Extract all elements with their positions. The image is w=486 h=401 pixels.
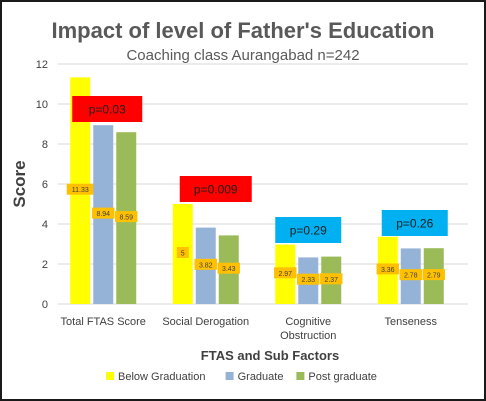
p-value-box <box>72 96 143 122</box>
legend-swatch <box>225 372 234 380</box>
legend-swatch <box>296 372 305 380</box>
p-value-label: p=0.009 <box>194 183 238 197</box>
legend-label: Post graduate <box>308 371 377 383</box>
data-label-box <box>115 211 138 223</box>
p-value-box <box>381 210 448 236</box>
data-label-box <box>297 273 320 285</box>
data-label: 3.82 <box>199 262 213 269</box>
data-label-box <box>217 262 240 274</box>
p-value-annotations: p=0.03 p=0.009 p=0.29 p=0.26 <box>72 96 448 243</box>
data-label: 2.79 <box>427 273 441 280</box>
x-tick-label: Tenseness <box>384 316 437 328</box>
y-tick-label: 4 <box>42 219 48 231</box>
y-tick-label: 12 <box>36 59 48 71</box>
data-label: 11.33 <box>72 187 89 194</box>
y-tick-label: 2 <box>42 259 48 271</box>
legend: Below Graduation Graduate Post graduate <box>106 371 377 383</box>
legend-label: Below Graduation <box>118 371 205 383</box>
data-label: 2.37 <box>324 277 338 284</box>
data-label-box <box>422 269 445 281</box>
y-tick-label: 6 <box>42 179 48 191</box>
x-axis-title: FTAS and Sub Factors <box>201 348 339 363</box>
x-tick-label: Social Derogation <box>162 316 249 328</box>
y-axis-title: Score <box>10 160 29 207</box>
y-tick-label: 8 <box>42 139 48 151</box>
data-label-box <box>376 263 399 275</box>
p-value-label: p=0.03 <box>89 103 126 117</box>
legend-swatch <box>106 372 114 380</box>
data-label: 8.94 <box>96 211 110 218</box>
x-tick-label: Total FTAS Score <box>61 316 146 328</box>
p-value-label: p=0.29 <box>290 224 327 238</box>
x-tick-label: Cognitive <box>285 316 331 328</box>
p-value-label: p=0.26 <box>396 217 433 231</box>
chart-subtitle: Coaching class Aurangabad n=242 <box>126 47 359 64</box>
data-label: 2.33 <box>301 277 315 284</box>
data-label-box <box>66 183 94 195</box>
data-label: 5 <box>181 251 185 258</box>
y-tick-label: 10 <box>36 99 48 111</box>
data-label-box <box>399 269 422 281</box>
data-label-box <box>274 267 297 279</box>
chart-title: Impact of level of Father's Education <box>52 18 435 43</box>
data-label-box <box>176 247 189 258</box>
legend-label: Graduate <box>238 371 284 383</box>
data-label: 3.36 <box>381 267 395 274</box>
y-tick-label: 0 <box>42 299 48 311</box>
y-axis-ticks: 0 2 4 6 8 10 12 <box>36 59 48 311</box>
data-label-box <box>194 258 217 270</box>
data-label: 2.97 <box>278 271 292 278</box>
data-label: 2.78 <box>404 273 418 280</box>
data-label-box <box>320 273 343 285</box>
data-label: 3.43 <box>222 266 236 273</box>
data-label: 8.59 <box>119 215 133 222</box>
p-value-box <box>275 217 342 243</box>
data-label-box <box>92 207 115 219</box>
p-value-box <box>179 176 252 202</box>
x-axis-categories: Total FTAS Score Social Derogation Cogniti… <box>61 316 438 342</box>
x-tick-label: Obstruction <box>280 330 336 342</box>
bars: 11.33 8.94 8.59 5 3.82 3.43 2.97 2.33 2.37 3.36 2.… <box>66 77 445 305</box>
